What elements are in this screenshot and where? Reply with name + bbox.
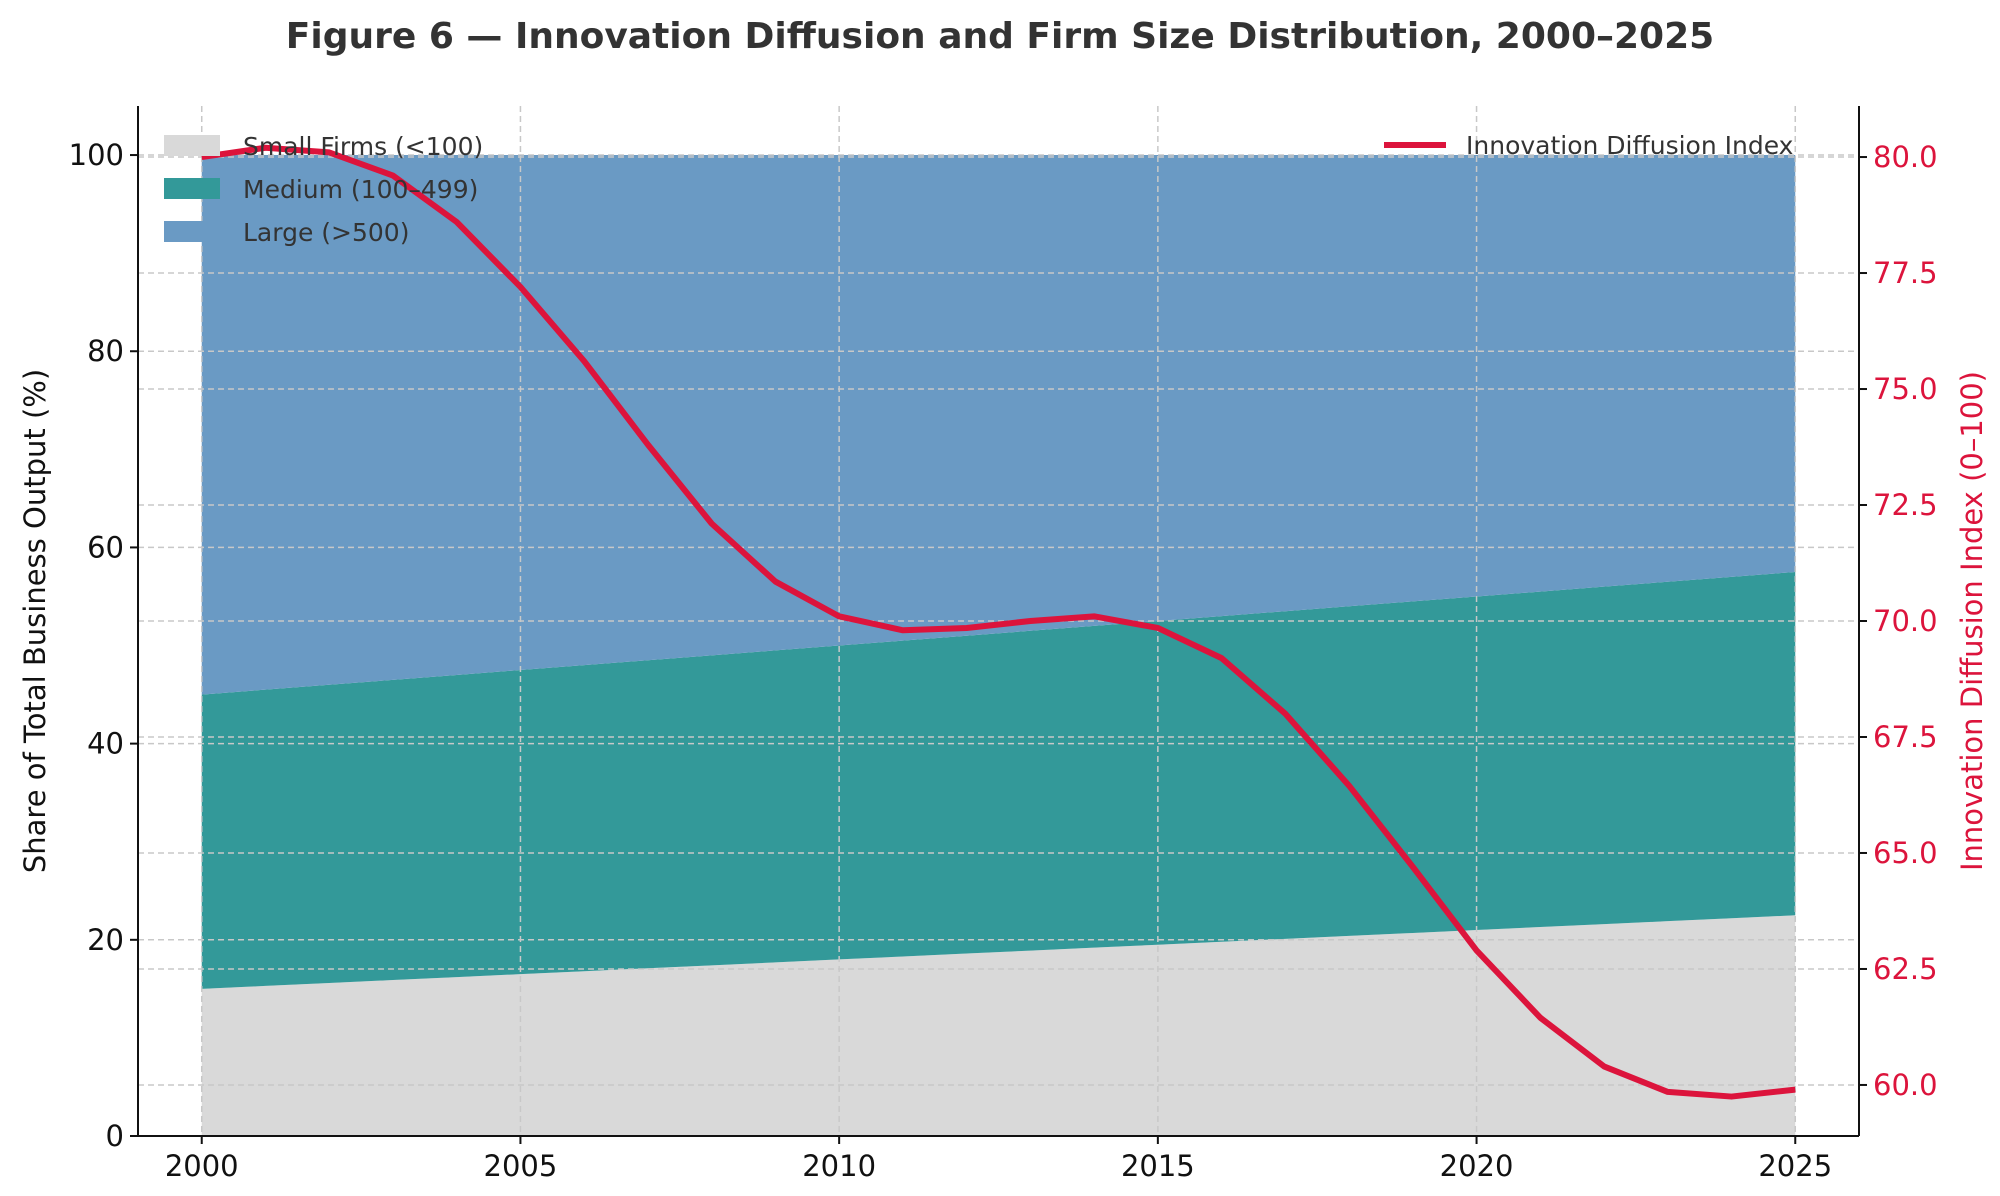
legend-label: Innovation Diffusion Index [1466,131,1793,160]
legend-label: Large (>500) [243,218,409,247]
gridlines [138,106,1859,1137]
y2-tick-label: 62.5 [1873,952,1938,986]
y-tick-label: 20 [87,923,124,957]
stacked-areas [201,155,1796,1136]
x-tick-label: 2010 [802,1149,876,1183]
area-medium [201,571,1796,989]
x-tick-label: 2015 [1121,1149,1195,1183]
y2-tick-label: 60.0 [1873,1068,1938,1102]
chart-title: Figure 6 — Innovation Diffusion and Firm… [286,16,1714,57]
y-tick-label: 80 [87,334,124,368]
x-tick-label: 2020 [1440,1149,1514,1183]
y2-tick-label: 72.5 [1873,488,1938,522]
area-large [201,155,1796,695]
x-tick-label: 2000 [165,1149,239,1183]
y-tick-label: 60 [87,530,124,564]
y2-tick-label: 75.0 [1873,372,1938,406]
legend-label: Small Firms (<100) [243,132,483,161]
legend-swatch [164,135,220,156]
y2-tick-label: 77.5 [1873,256,1938,290]
y2-tick-label: 80.0 [1873,140,1938,174]
axes: 2000 2005 2010 2015 2020 2025 0 20 40 60 80 100 60.0… [69,106,1938,1183]
y-tick-label: 0 [106,1119,124,1153]
y-tick-label: 40 [87,727,124,761]
legend-swatch [164,221,220,242]
innovation-diffusion-line [201,144,1796,1100]
y-axis-label: Share of Total Business Output (%) [18,369,52,873]
legend-label: Medium (100–499) [243,175,478,204]
x-tick-label: 2005 [484,1149,558,1183]
y2-tick-label: 65.0 [1873,836,1938,870]
legend: Small Firms (<100) Medium (100–499) Large … [164,131,1793,247]
y2-tick-label: 70.0 [1873,604,1938,638]
y2-tick-label: 67.5 [1873,720,1938,754]
y-tick-label: 100 [69,138,124,172]
x-tick-label: 2025 [1758,1149,1832,1183]
legend-swatch [164,178,220,199]
y2-axis-label: Innovation Diffusion Index (0–100) [1955,371,1989,871]
innovation-line [201,144,1796,1100]
